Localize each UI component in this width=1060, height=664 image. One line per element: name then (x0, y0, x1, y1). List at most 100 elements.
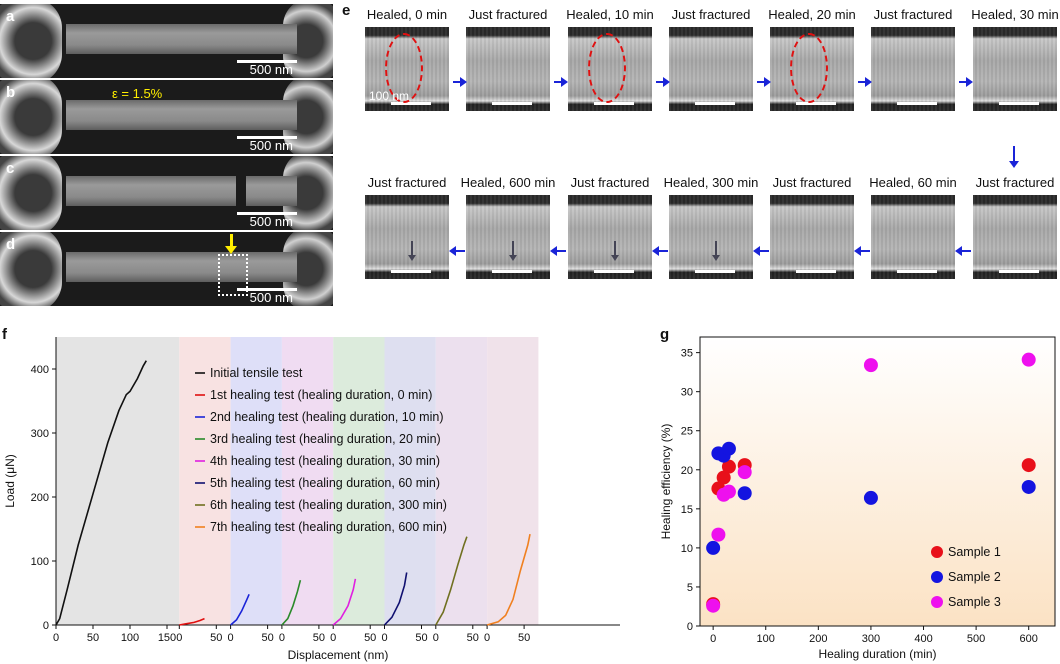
region-box (218, 254, 248, 296)
tem-image (669, 195, 753, 279)
sequence-arrow-right-icon (656, 77, 670, 87)
sequence-arrow-left-icon (652, 246, 668, 256)
data-point (721, 459, 736, 474)
data-point (1021, 479, 1036, 494)
plot-area (699, 336, 1056, 627)
legend-entry: 1st healing test (healing duration, 0 mi… (210, 388, 432, 402)
x-tick-label: 0 (484, 632, 490, 644)
x-tick-label: 0 (176, 632, 182, 644)
data-point (863, 358, 878, 373)
series-line-2 (230, 593, 250, 626)
x-tick-label: 0 (381, 632, 387, 644)
tem-caption: Just fractured (975, 175, 1055, 190)
scale-bar (999, 270, 1039, 273)
x-axis-label: Healing duration (min) (818, 647, 936, 661)
x-tick-label: 300 (862, 633, 880, 645)
healed-crack-ellipse (588, 33, 626, 103)
legend-marker (931, 571, 943, 583)
legend-marker (931, 546, 943, 558)
scale-bar-label: 500 nm (249, 138, 293, 153)
segment-background (384, 337, 436, 625)
scale-bar (391, 270, 431, 273)
tem-caption: Healed, 10 min (566, 7, 654, 22)
healed-crack-ellipse (790, 33, 828, 103)
healed-crack-ellipse (385, 33, 423, 103)
segment-background (56, 337, 180, 625)
left-grip (0, 80, 62, 154)
sequence-arrow-right-icon (757, 77, 771, 87)
scale-bar (695, 270, 735, 273)
tem-image (365, 195, 449, 279)
y-tick-label: 10 (681, 543, 693, 555)
panel-label-b: b (6, 84, 16, 101)
data-point (711, 527, 726, 542)
series-line-0 (55, 360, 147, 626)
panel-label-e: e (342, 2, 351, 19)
y-tick-label: 25 (681, 426, 693, 438)
sequence-arrow-left-icon (449, 246, 465, 256)
y-tick-label: 20 (681, 465, 693, 477)
segment-background (487, 337, 539, 625)
scale-bar-label: 500 nm (249, 62, 293, 77)
y-tick-label: 0 (687, 621, 693, 633)
specimen-bar (66, 252, 297, 282)
data-point (737, 465, 752, 480)
y-tick-label: 30 (681, 387, 693, 399)
crack-arrow-icon (509, 241, 517, 261)
x-tick-label: 50 (415, 632, 427, 644)
legend-entry: 5th healing test (healing duration, 60 m… (210, 476, 440, 490)
tem-caption: Healed, 0 min (366, 7, 448, 22)
x-axis-label: Displacement (nm) (288, 648, 389, 662)
panel-label-a: a (6, 8, 15, 25)
data-point (706, 540, 721, 555)
series-line-3 (281, 579, 302, 626)
legend-entry: 2nd healing test (healing duration, 10 m… (210, 410, 443, 424)
x-tick-label: 50 (518, 632, 530, 644)
tem-caption: Just fractured (367, 175, 447, 190)
tem-caption: Healed, 300 min (663, 175, 759, 190)
scale-bar (237, 288, 297, 291)
legend-entry: Sample 3 (948, 595, 1001, 609)
x-tick-label: 100 (757, 633, 775, 645)
fracture-gap (236, 174, 246, 208)
scale-bar (237, 212, 297, 215)
sequence-arrow-down-icon (1009, 146, 1019, 168)
legend-entry: Sample 2 (948, 570, 1001, 584)
x-tick-label: 0 (279, 632, 285, 644)
healing-efficiency-chart: 0 5 10 15 20 25 30 35 0 100 200 300 400 500 600 Healing… (659, 336, 1056, 661)
sequence-arrow-right-icon (453, 77, 467, 87)
sequence-arrow-right-icon (554, 77, 568, 87)
yellow-arrowhead-icon (225, 246, 237, 254)
crack-arrow-icon (611, 241, 619, 261)
tem-image (973, 27, 1057, 111)
tem-caption: Just fractured (671, 7, 751, 22)
data-point (706, 598, 721, 613)
sequence-arrow-left-icon (854, 246, 870, 256)
tem-image (973, 195, 1057, 279)
y-tick-label: 300 (31, 428, 49, 440)
series-line-4 (332, 578, 357, 626)
x-tick-label: 0 (228, 632, 234, 644)
specimen-bar (66, 100, 297, 130)
series-line-7 (486, 533, 531, 626)
x-tick-label: 500 (967, 633, 985, 645)
legend-entry: Initial tensile test (210, 366, 303, 380)
scale-bar (594, 102, 634, 105)
tem-caption: Just fractured (772, 175, 852, 190)
tem-caption: Just fractured (570, 175, 650, 190)
x-tick-label: 0 (433, 632, 439, 644)
panel-label-c: c (6, 160, 15, 177)
x-tick-label: 50 (261, 632, 273, 644)
data-point (1021, 352, 1036, 367)
x-tick-label: 150 (158, 632, 176, 644)
x-tick-label: 400 (914, 633, 932, 645)
panel-label-f: f (2, 326, 7, 343)
sequence-arrow-right-icon (959, 77, 973, 87)
scale-bar (594, 270, 634, 273)
legend-entry: 3rd healing test (healing duration, 20 m… (210, 432, 441, 446)
y-tick-label: 35 (681, 348, 693, 360)
left-grip (0, 156, 62, 230)
left-grip (0, 4, 62, 78)
segment-background (179, 337, 231, 625)
specimen-bar (66, 176, 297, 206)
